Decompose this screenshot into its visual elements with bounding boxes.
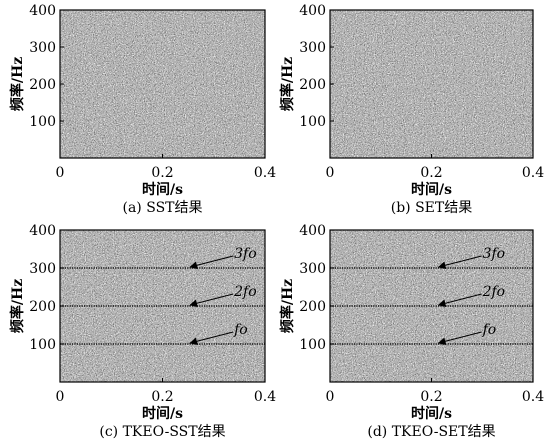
y-axis-label: 频率/Hz	[279, 57, 296, 111]
x-tick-label: 0.2	[420, 389, 442, 405]
y-tick-label: 400	[299, 3, 326, 19]
y-tick-label: 300	[299, 40, 326, 56]
x-tick-label: 0	[326, 165, 335, 181]
panel-caption: (a) SST结果	[123, 200, 203, 216]
y-tick-label: 200	[29, 299, 56, 315]
harmonic-label: fo	[482, 322, 497, 338]
harmonic-arrow	[189, 255, 234, 270]
y-tick-label: 100	[299, 114, 326, 130]
x-tick-label: 0.4	[522, 389, 544, 405]
harmonic-label: 2fo	[482, 284, 506, 300]
harmonic-label: 3fo	[234, 246, 257, 262]
harmonic-arrow	[437, 331, 482, 346]
panel-0: 100 200 300 400 0 0.2 0.4 时间/s 频率/Hz (a) SST结果	[9, 3, 276, 216]
x-tick-label: 0	[326, 389, 335, 405]
panel-caption: (d) TKEO-SET结果	[367, 424, 495, 440]
harmonic-label: fo	[233, 322, 248, 338]
x-tick-label: 0.4	[254, 165, 276, 181]
x-axis-label: 时间/s	[411, 181, 452, 198]
harmonic-arrow	[437, 255, 482, 270]
x-axis-label: 时间/s	[142, 181, 183, 198]
x-tick-label: 0.4	[522, 165, 544, 181]
x-axis-label: 时间/s	[411, 405, 452, 422]
y-tick-label: 200	[299, 77, 326, 93]
y-tick-label: 200	[29, 77, 56, 93]
y-axis-label: 频率/Hz	[279, 279, 296, 333]
spectrogram-background	[330, 10, 533, 158]
y-tick-label: 400	[29, 3, 56, 19]
x-tick-label: 0.4	[254, 389, 276, 405]
y-tick-label: 300	[29, 40, 56, 56]
harmonic-label: 2fo	[233, 284, 257, 300]
x-tick-label: 0.2	[151, 165, 173, 181]
y-tick-label: 300	[29, 261, 56, 277]
harmonic-arrow	[437, 293, 482, 308]
y-axis-label: 频率/Hz	[9, 279, 26, 333]
y-tick-label: 100	[29, 114, 56, 130]
x-axis-label: 时间/s	[142, 405, 183, 422]
y-tick-label: 300	[299, 261, 326, 277]
y-tick-label: 100	[299, 337, 326, 353]
y-tick-label: 200	[299, 299, 326, 315]
x-tick-label: 0.2	[151, 389, 173, 405]
y-tick-label: 400	[299, 223, 326, 239]
x-tick-label: 0	[56, 389, 65, 405]
harmonic-arrow	[189, 293, 234, 308]
y-tick-label: 400	[29, 223, 56, 239]
panel-caption: (b) SET结果	[391, 200, 472, 216]
panel-caption: (c) TKEO-SST结果	[99, 424, 225, 440]
x-tick-label: 0	[56, 165, 65, 181]
y-tick-label: 100	[29, 337, 56, 353]
harmonic-label: 3fo	[483, 246, 506, 262]
x-tick-label: 0.2	[420, 165, 442, 181]
spectrogram-background	[60, 10, 265, 158]
harmonic-arrow	[189, 331, 234, 346]
panel-2: 3fo 2fo fo 100 200 300 400 0 0.2 0.4 时间/s 频率/Hz (c) …	[9, 223, 276, 440]
panel-3: 3fo 2fo fo 100 200 300 400 0 0.2 0.4 时间/s 频率/Hz (d) …	[279, 223, 544, 440]
panel-1: 100 200 300 400 0 0.2 0.4 时间/s 频率/Hz (b) SET结果	[279, 3, 544, 216]
y-axis-label: 频率/Hz	[9, 57, 26, 111]
